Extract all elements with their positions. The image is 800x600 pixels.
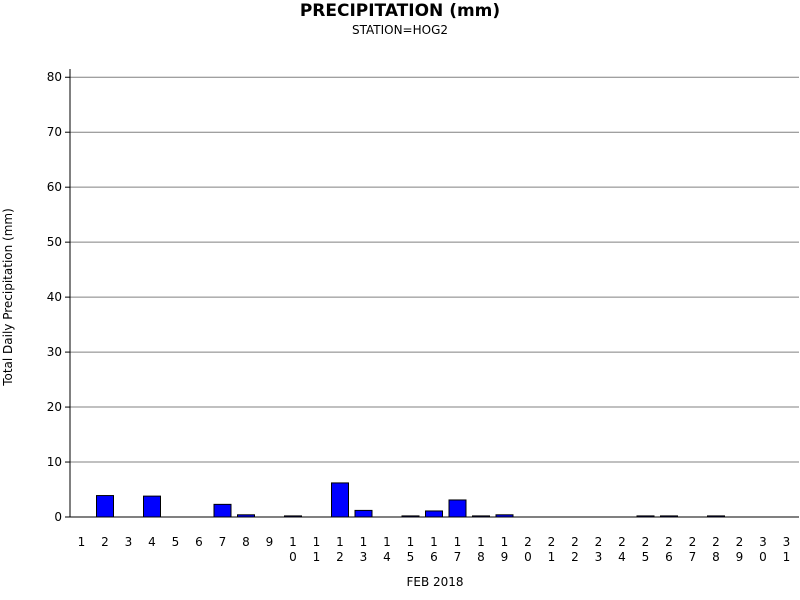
bar-day-2	[96, 495, 114, 518]
x-tick-label: 4	[148, 535, 156, 549]
chart-title: PRECIPITATION (mm)	[299, 1, 501, 21]
axes	[65, 69, 799, 518]
y-tick-label: 80	[47, 70, 62, 84]
bar-day-17	[448, 499, 467, 518]
y-tick-label: 30	[47, 345, 62, 359]
chart-subtitle: STATION=HOG2	[351, 23, 449, 37]
x-tick-label: 1	[78, 535, 86, 549]
bars	[96, 482, 725, 518]
y-tick-label: 40	[47, 290, 62, 304]
y-tick-label: 60	[47, 180, 62, 194]
bar-day-4	[143, 495, 161, 518]
x-tick-label: 7	[219, 535, 227, 549]
x-tick-label: 8	[242, 535, 250, 549]
x-tick-label: 3	[125, 535, 133, 549]
x-tick-label: 6	[195, 535, 203, 549]
bar-day-7	[213, 503, 232, 518]
y-tick-label: 0	[54, 510, 62, 524]
x-tick-label: 9	[266, 535, 274, 549]
x-tick-label: 2	[101, 535, 109, 549]
bar-day-12	[331, 482, 349, 518]
x-axis-label: FEB 2018	[406, 575, 464, 589]
bar-day-13	[354, 509, 373, 518]
y-tick-label: 10	[47, 455, 62, 469]
y-tick-label: 70	[47, 125, 62, 139]
bar-day-16	[425, 510, 443, 518]
y-tick-label: 20	[47, 400, 62, 414]
x-tick-label: 5	[172, 535, 180, 549]
gridlines	[70, 76, 799, 463]
y-tick-label: 50	[47, 235, 62, 249]
